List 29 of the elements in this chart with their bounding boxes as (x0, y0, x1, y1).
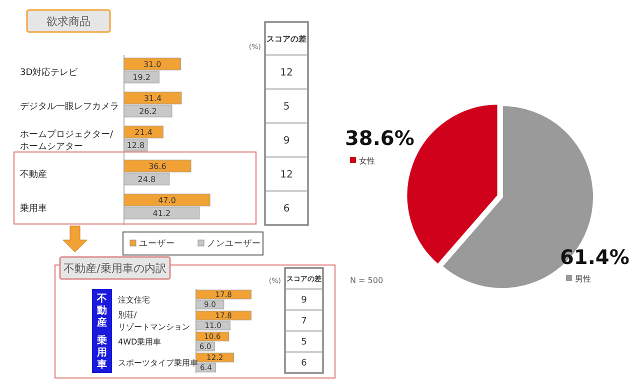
data-label: 19.2 (132, 72, 150, 82)
y-tick-label: 3D対応テレビ (20, 67, 79, 78)
legend-label: ユーザー (139, 238, 175, 249)
data-label: 12.8 (126, 140, 145, 150)
legend-label: 男性 (575, 274, 591, 284)
data-label: 21.4 (134, 128, 152, 137)
y-tick-label: 不動産 (20, 169, 47, 180)
y-tick-label: デジタル一眼レフカメラ (20, 101, 119, 112)
chart-title: 不動産/乗用車の内訳 (64, 262, 166, 275)
legend-label: 女性 (359, 156, 375, 166)
y-tick-label: 注文住宅 (118, 295, 150, 304)
data-label: 31.4 (144, 94, 162, 103)
y-tick-label: 別荘/リゾートマンション (118, 310, 190, 332)
data-label: 41.2 (152, 208, 171, 218)
data-label: 24.8 (138, 174, 156, 184)
data-label: 47.0 (158, 196, 176, 205)
score-table: スコアの差 12 5 9 12 6 (264, 21, 309, 226)
data-label: 38.6% (345, 126, 414, 150)
data-label: 61.4% (560, 245, 630, 269)
text: N = 500 (350, 276, 384, 285)
y-tick-label: スポーツタイプ乗用車 (118, 358, 198, 368)
legend-label: ノンユーザー (207, 238, 261, 249)
y-tick-label: ホームプロジェクター/ホームシアター (20, 129, 114, 152)
data-label: 36.6 (148, 162, 166, 171)
chart-title: 欲求商品 (46, 14, 90, 28)
data-label: 26.2 (139, 106, 157, 116)
data-label: 31.0 (143, 60, 162, 69)
y-tick-label: 乗用車 (20, 203, 47, 214)
y-tick-label: 4WD乗用車 (118, 337, 162, 346)
